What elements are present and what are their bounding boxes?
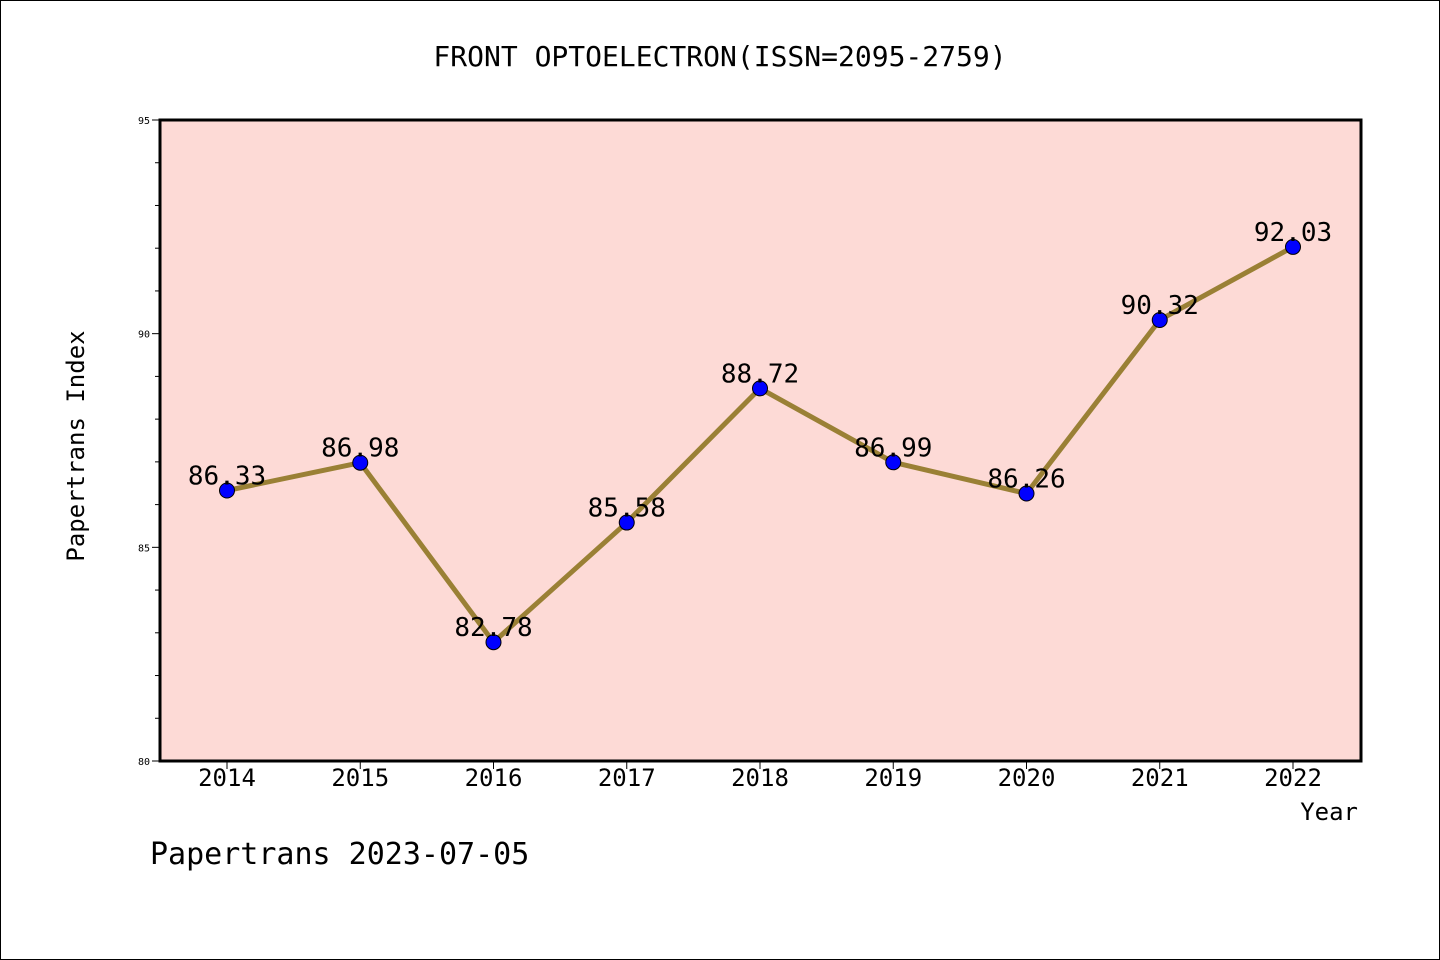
data-points — [219, 238, 1301, 651]
plot-area — [160, 120, 1361, 761]
x-tick-label: 2020 — [998, 764, 1056, 792]
y-tick-label: 85 — [138, 543, 150, 554]
x-tick-label: 2018 — [731, 764, 789, 792]
y-axis: 80 85 90 95 — [138, 116, 160, 768]
data-label: 86.26 — [987, 464, 1065, 494]
data-label: 88.72 — [721, 359, 799, 389]
data-labels: 86.33 86.98 82.78 85.58 88.72 86.99 86.26 90.32… — [188, 218, 1332, 643]
data-point-marker — [485, 634, 502, 651]
x-tick-label: 2019 — [864, 764, 922, 792]
data-label: 82.78 — [454, 613, 532, 643]
data-point-marker — [1285, 238, 1301, 255]
data-label: 86.99 — [854, 433, 932, 463]
y-tick-label: 95 — [138, 116, 150, 127]
y-tick-label: 90 — [138, 330, 150, 341]
data-point-marker — [618, 514, 635, 531]
data-label: 86.33 — [188, 461, 266, 491]
x-tick-label: 2015 — [331, 764, 389, 792]
data-point-marker — [752, 380, 768, 397]
x-tick-label: 2022 — [1264, 764, 1322, 792]
data-label: 90.32 — [1121, 291, 1199, 321]
x-tick-label: 2014 — [198, 764, 256, 792]
x-tick-label: 2017 — [598, 764, 656, 792]
data-label: 92.03 — [1254, 218, 1332, 248]
data-point-marker — [219, 482, 235, 499]
data-point-marker — [885, 454, 902, 471]
data-point-marker — [1151, 311, 1168, 328]
footer-date-stamp: Papertrans 2023-07-05 — [150, 837, 529, 872]
y-axis-label: Papertrans Index — [62, 330, 90, 561]
x-tick-label: 2016 — [465, 764, 523, 792]
data-label: 85.58 — [588, 494, 666, 524]
x-axis: 2014 2015 2016 2017 2018 2019 2020 2021 2022 — [198, 761, 1322, 792]
chart-title: FRONT OPTOELECTRON(ISSN=2095-2759) — [433, 40, 1006, 73]
x-axis-label: Year — [1300, 798, 1358, 826]
data-point-marker — [352, 454, 369, 471]
y-tick-label: 80 — [138, 757, 150, 768]
plot-border — [158, 118, 1363, 763]
data-label: 86.98 — [321, 434, 399, 464]
data-point-marker — [1018, 485, 1035, 502]
x-tick-label: 2021 — [1131, 764, 1189, 792]
